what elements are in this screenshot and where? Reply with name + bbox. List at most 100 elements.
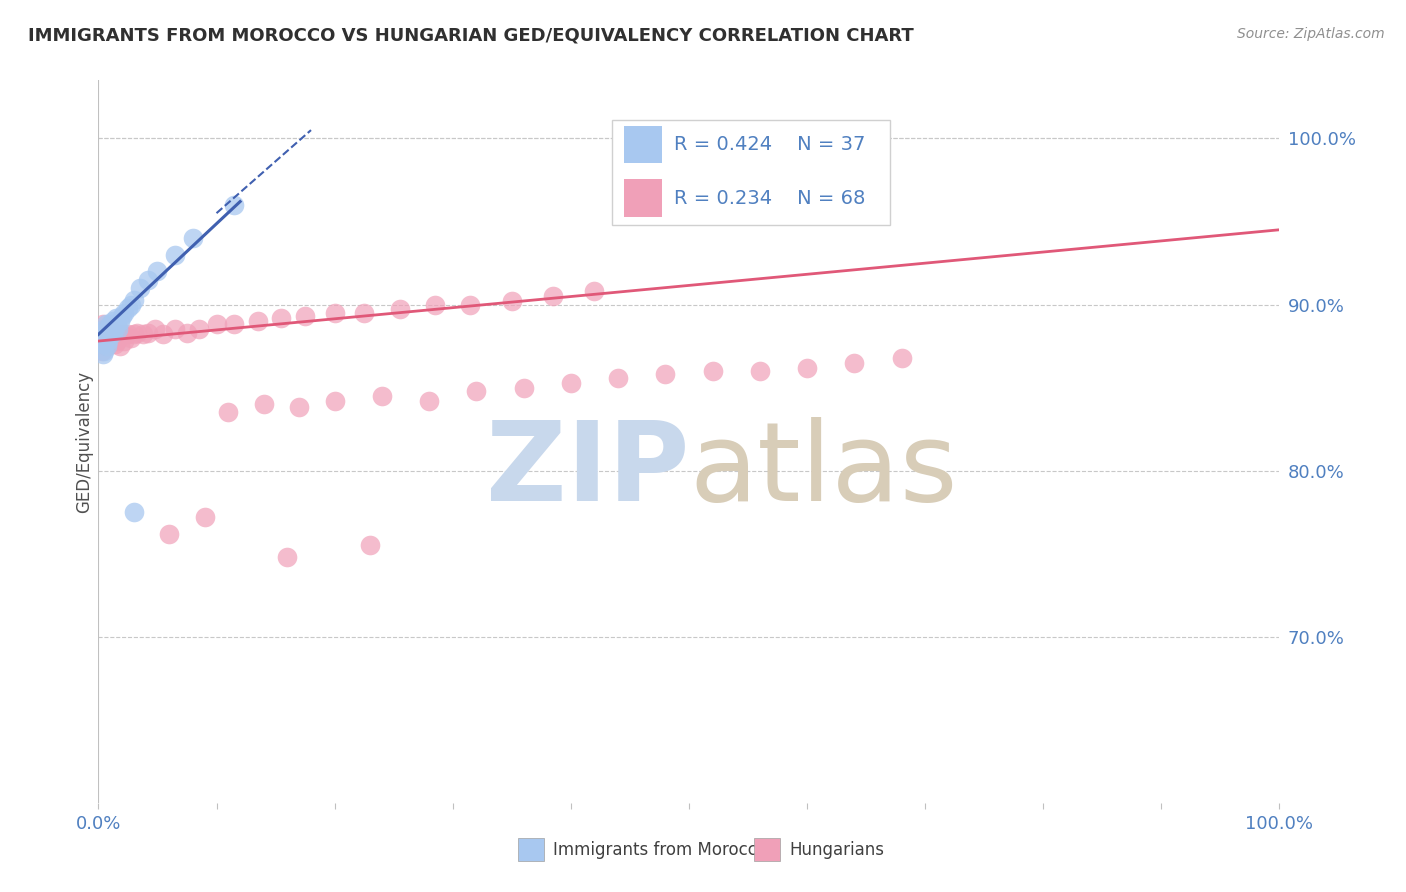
Point: [107, 322, 129, 336]
Point: [111, 309, 134, 323]
Point: [359, 538, 381, 552]
Point: [98, 331, 121, 345]
Point: [121, 331, 143, 345]
Point: [112, 306, 135, 320]
Point: [187, 322, 209, 336]
Text: R = 0.234    N = 68: R = 0.234 N = 68: [673, 188, 865, 208]
Point: [165, 322, 187, 336]
Point: [98, 326, 121, 340]
Point: [104, 320, 127, 334]
Point: [136, 326, 159, 340]
Point: [93, 322, 115, 336]
Point: [371, 389, 394, 403]
Point: [253, 397, 276, 411]
Point: [541, 289, 564, 303]
Text: Source: ZipAtlas.com: Source: ZipAtlas.com: [1237, 27, 1385, 41]
Point: [117, 301, 139, 315]
Point: [93, 334, 115, 348]
Point: [157, 526, 180, 541]
Point: [121, 297, 143, 311]
Point: [108, 339, 131, 353]
Point: [132, 327, 155, 342]
Text: IMMIGRANTS FROM MOROCCO VS HUNGARIAN GED/EQUIVALENCY CORRELATION CHART: IMMIGRANTS FROM MOROCCO VS HUNGARIAN GED…: [28, 27, 914, 45]
Point: [205, 318, 228, 332]
Point: [224, 198, 246, 212]
Point: [423, 297, 446, 311]
Point: [91, 326, 114, 340]
Point: [194, 510, 217, 524]
Point: [323, 393, 346, 408]
Bar: [624, 126, 662, 163]
Text: Hungarians: Hungarians: [789, 841, 884, 859]
Point: [112, 334, 135, 348]
Point: [607, 370, 630, 384]
Point: [90, 331, 112, 345]
Point: [276, 549, 298, 564]
Text: ZIP: ZIP: [485, 417, 689, 524]
Point: [97, 337, 120, 351]
Point: [844, 356, 866, 370]
Point: [388, 302, 411, 317]
Point: [583, 284, 606, 298]
Point: [98, 318, 121, 332]
Point: [98, 322, 121, 336]
Point: [91, 318, 114, 332]
Point: [94, 326, 117, 340]
Point: [143, 322, 166, 336]
Point: [560, 376, 582, 390]
Point: [654, 368, 676, 382]
Point: [97, 327, 120, 342]
Point: [100, 322, 122, 336]
Point: [108, 314, 131, 328]
Point: [101, 326, 124, 340]
Point: [94, 322, 117, 336]
Point: [105, 310, 128, 325]
Point: [748, 364, 770, 378]
Point: [512, 380, 534, 394]
Point: [122, 327, 145, 342]
Point: [94, 318, 117, 332]
Point: [96, 339, 118, 353]
Point: [418, 393, 440, 408]
Point: [107, 331, 129, 345]
Point: [146, 264, 169, 278]
Point: [224, 318, 246, 332]
Point: [96, 331, 118, 345]
Point: [97, 334, 120, 348]
Point: [93, 335, 115, 350]
Point: [94, 339, 117, 353]
Point: [101, 334, 124, 348]
Point: [91, 347, 114, 361]
Point: [122, 293, 145, 307]
Point: [91, 344, 114, 359]
Point: [465, 384, 488, 398]
Point: [117, 327, 139, 342]
Point: [111, 327, 134, 342]
Text: R = 0.424    N = 37: R = 0.424 N = 37: [673, 135, 865, 154]
Bar: [624, 179, 662, 217]
Point: [294, 309, 316, 323]
Point: [103, 327, 125, 342]
Point: [96, 339, 118, 353]
Point: [93, 344, 115, 359]
Point: [217, 405, 239, 419]
Point: [323, 306, 346, 320]
Bar: [517, 838, 544, 862]
Point: [90, 331, 112, 345]
Point: [796, 360, 818, 375]
Point: [136, 272, 159, 286]
Point: [127, 326, 149, 340]
Point: [460, 297, 482, 311]
Point: [105, 327, 128, 342]
Point: [288, 401, 311, 415]
Point: [98, 334, 121, 348]
Bar: [754, 838, 780, 862]
FancyBboxPatch shape: [612, 120, 890, 225]
Point: [176, 326, 198, 340]
Point: [100, 326, 122, 340]
Point: [93, 326, 115, 340]
Point: [101, 314, 124, 328]
Point: [246, 314, 269, 328]
Point: [98, 327, 121, 342]
Point: [890, 351, 912, 365]
